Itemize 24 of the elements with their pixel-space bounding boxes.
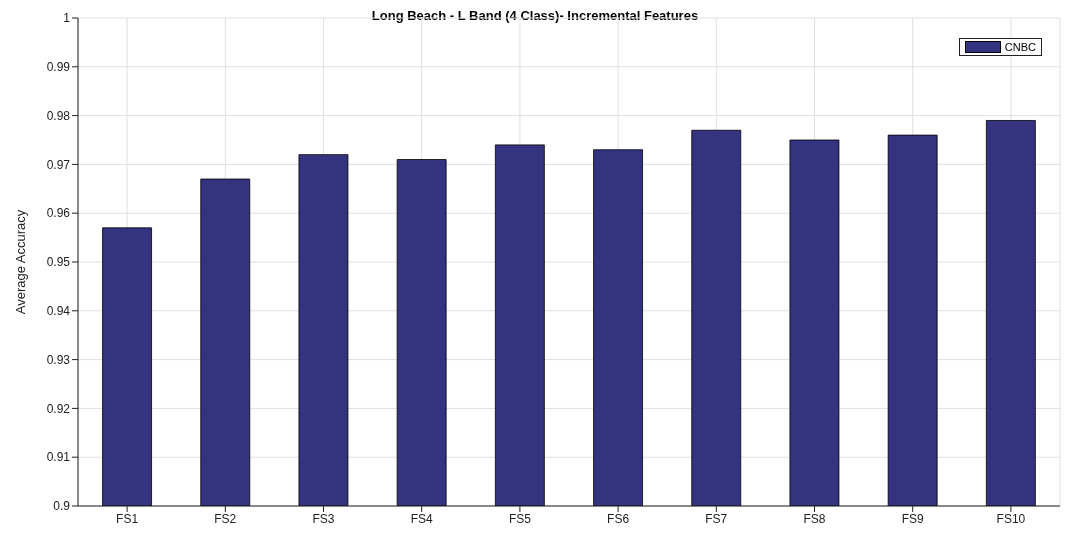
y-tick-label: 0.95 [46, 255, 71, 270]
x-tick-label: FS5 [508, 511, 532, 526]
x-tick-label: FS9 [901, 511, 925, 526]
x-tick-label: FS2 [214, 511, 237, 526]
y-tick-label: 0.97 [46, 157, 71, 172]
y-axis-title: Average Accuracy [12, 209, 28, 315]
x-tick-label: FS7 [705, 511, 728, 526]
x-tick-label: FS3 [312, 511, 335, 526]
legend-label: CNBC [1004, 41, 1036, 53]
y-tick-label: 0.98 [46, 108, 71, 123]
chart-title: Long Beach - L Band (4 Class)- Incremental Features [371, 8, 699, 23]
x-tick-label: FS4 [410, 511, 434, 526]
y-tick-label: 1 [63, 11, 71, 26]
x-tick-label: FS10 [996, 511, 1026, 526]
y-tick-label: 0.94 [46, 304, 71, 319]
x-tick-label: FS6 [607, 511, 630, 526]
x-tick-label: FS1 [116, 511, 139, 526]
y-tick-label: 0.9 [53, 499, 71, 514]
y-tick-label: 0.96 [46, 206, 71, 221]
x-tick-label: FS8 [803, 511, 826, 526]
y-tick-label: 0.99 [46, 60, 71, 75]
y-tick-label: 0.93 [46, 352, 71, 367]
y-tick-label: 0.92 [46, 401, 71, 416]
y-tick-label: 0.91 [46, 450, 71, 465]
